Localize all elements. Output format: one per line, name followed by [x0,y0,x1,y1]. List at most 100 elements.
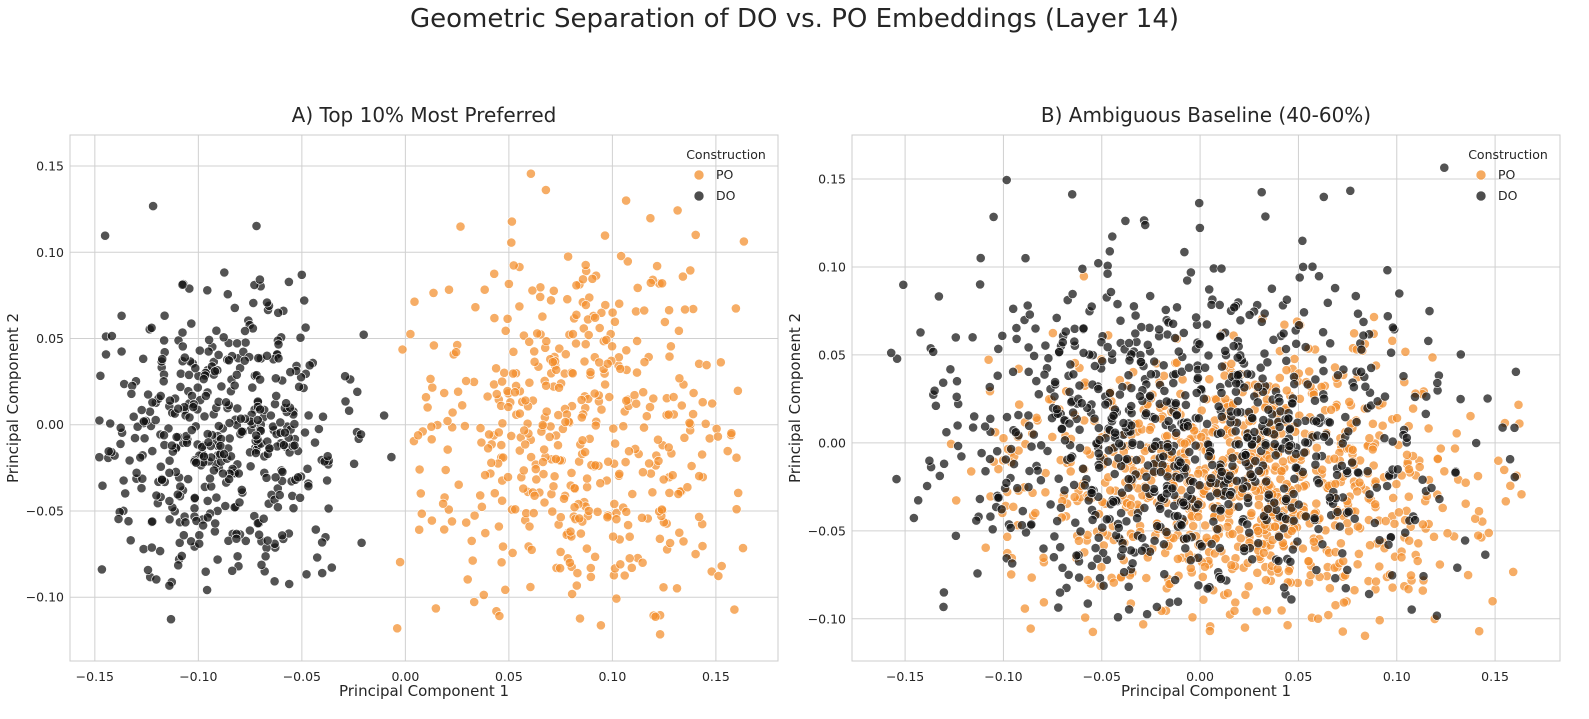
point-po [1289,353,1300,364]
point-do [1273,556,1284,566]
point-po [1387,582,1398,593]
point-do [1380,391,1390,402]
point-po [569,502,580,513]
point-do [183,474,193,484]
point-po [548,285,559,296]
point-po [1200,561,1210,572]
point-do [1182,421,1193,431]
point-po [425,373,436,384]
y-axis-label: Principal Component 2 [786,313,804,483]
point-do [1108,410,1119,421]
point-do [1126,383,1137,393]
point-po [1020,603,1030,614]
point-po [1108,577,1119,588]
point-po [738,543,748,553]
point-do [97,480,108,491]
point-do [1322,297,1333,308]
point-po [1406,570,1416,581]
point-do [1340,583,1351,594]
point-do [1439,162,1450,173]
point-do [1386,347,1396,358]
point-do [1179,247,1190,257]
point-do [116,310,127,321]
point-do [1123,370,1134,381]
point-do [1216,466,1227,477]
point-po [729,604,740,615]
point-po [1326,404,1336,415]
point-po [1222,521,1233,532]
point-po [1451,428,1462,439]
point-do [284,579,295,589]
point-do [1424,306,1435,316]
point-po [1253,526,1263,536]
point-do [1497,422,1508,433]
point-do [956,451,967,462]
point-do [1238,483,1248,494]
point-po [621,345,632,356]
point-do [1108,496,1119,507]
point-po [1074,535,1084,546]
point-po [476,501,487,512]
point-po [479,284,490,295]
point-do [1161,527,1172,537]
point-po [440,465,451,475]
point-po [409,296,420,307]
point-do [1152,602,1162,612]
point-do [1353,467,1363,478]
point-do [1186,484,1196,495]
point-do [240,536,251,546]
point-do [1159,385,1170,396]
point-po [541,336,552,347]
point-do [1432,610,1442,621]
point-do [1194,339,1205,350]
point-po [510,387,520,398]
point-po [1304,366,1315,377]
point-do [1460,535,1470,546]
point-po [567,368,578,379]
point-do [931,400,941,411]
point-do [1001,175,1012,185]
point-do [1353,308,1363,319]
point-do [1162,441,1173,452]
point-po [688,409,698,419]
point-do [1193,580,1204,591]
point-do [1343,506,1354,517]
point-do [1298,261,1308,272]
point-po [690,229,701,240]
point-do [1214,299,1225,310]
point-do [1256,187,1267,198]
point-do [1288,544,1298,555]
point-po [1002,531,1013,542]
point-po [576,528,586,539]
point-po [674,527,685,538]
point-do [1102,342,1113,352]
point-do [1215,505,1226,516]
point-do [202,585,212,595]
point-po [1505,480,1516,491]
point-po [546,295,556,306]
point-po [581,300,591,310]
point-do [1057,337,1068,348]
point-do [985,511,996,522]
point-do [1102,456,1113,467]
legend-label-do: DO [1498,188,1518,203]
point-do [1116,508,1126,518]
point-do [1286,594,1297,605]
point-do [1216,574,1226,584]
point-do [1040,340,1051,351]
point-po [1243,581,1254,592]
point-po [682,482,693,493]
point-po [684,417,695,428]
point-po [608,531,618,542]
point-do [1311,451,1322,462]
point-do [1258,415,1269,425]
point-do [1202,319,1212,330]
point-do [1052,516,1063,526]
point-do [135,452,146,463]
point-po [1330,478,1341,489]
point-do [1343,426,1354,437]
point-do [1093,532,1104,543]
point-do [1256,316,1267,327]
point-do [1212,524,1223,535]
